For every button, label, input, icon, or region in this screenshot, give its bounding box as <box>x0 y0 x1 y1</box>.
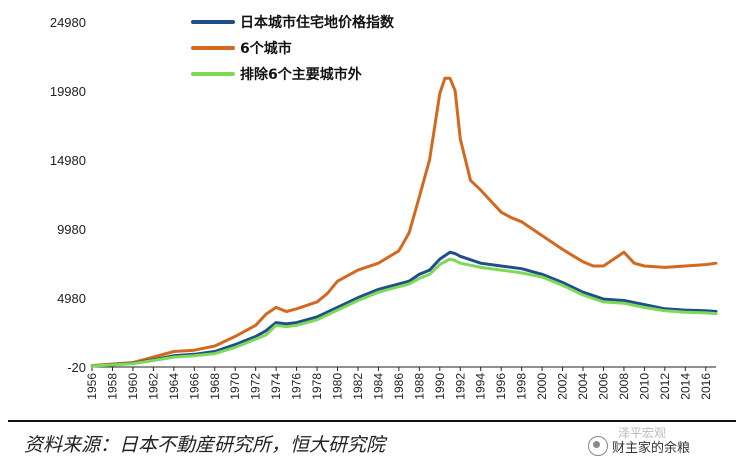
x-tick-label: 2010 <box>637 373 651 400</box>
x-tick-label: 1968 <box>208 373 222 400</box>
source-note: 资料来源：日本不動産研究所，恒大研究院 <box>24 434 386 456</box>
watermark-top-text: 泽平宏观 <box>618 426 667 440</box>
y-tick-label: -20 <box>67 360 86 375</box>
x-tick-label: 1988 <box>412 373 426 400</box>
x-tick-label: 1970 <box>228 373 242 400</box>
x-tick-label: 1992 <box>453 373 467 400</box>
x-tick-label: 1978 <box>310 373 324 400</box>
watermark: 财主家的余粮 <box>588 436 690 456</box>
x-tick-label: 2012 <box>658 373 672 400</box>
legend-label: 排除6个主要城市外 <box>240 66 362 83</box>
x-tick-label: 1964 <box>167 373 181 400</box>
x-tick-label: 1974 <box>269 373 283 400</box>
x-tick-label: 1998 <box>515 373 529 400</box>
watermark-text: 财主家的余粮 <box>612 440 691 456</box>
x-tick-label: 1986 <box>392 373 406 400</box>
y-tick-label: 14980 <box>50 153 86 168</box>
series-line <box>90 250 718 368</box>
x-tick-label: 1996 <box>494 373 508 400</box>
legend-label: 6个城市 <box>240 40 292 57</box>
x-tick-label: 1972 <box>249 373 263 400</box>
x-tick-label: 2002 <box>556 373 570 400</box>
x-tick-label: 1958 <box>105 373 119 400</box>
x-tick-label: 1956 <box>85 373 99 400</box>
x-tick-label: 2014 <box>678 373 692 400</box>
x-tick-label: 2008 <box>617 373 631 400</box>
y-tick-label: 24980 <box>50 15 86 30</box>
x-tick-label: 1966 <box>187 373 201 400</box>
series-line <box>90 257 718 368</box>
x-tick-label: 2004 <box>576 373 590 400</box>
x-tick-label: 1962 <box>146 373 160 400</box>
x-tick-label: 2016 <box>699 373 713 400</box>
y-tick-label: 9980 <box>57 222 86 237</box>
x-tick-label: 1990 <box>433 373 447 400</box>
x-tick-label: 1994 <box>474 373 488 400</box>
y-tick-label: 4980 <box>57 291 86 306</box>
x-tick-label: 1980 <box>331 373 345 400</box>
y-tick-label: 19980 <box>50 84 86 99</box>
x-tick-label: 2006 <box>596 373 610 400</box>
x-tick-label: 1982 <box>351 373 365 400</box>
x-tick-label: 2000 <box>535 373 549 400</box>
x-tick-label: 1984 <box>371 373 385 400</box>
x-tick-label: 1960 <box>126 373 140 400</box>
series-line <box>90 76 718 368</box>
series-lines <box>90 76 718 368</box>
legend-label: 日本城市住宅地价格指数 <box>240 14 395 31</box>
wechat-logo-icon <box>588 436 608 456</box>
x-axis-ticks: 1956 1958 1960 1962 1964 1966 1968 1970 1972 1974… <box>85 367 713 400</box>
x-tick-label: 1976 <box>290 373 304 400</box>
y-axis-ticks: -20 4980 9980 14980 19980 24980 <box>50 15 86 375</box>
